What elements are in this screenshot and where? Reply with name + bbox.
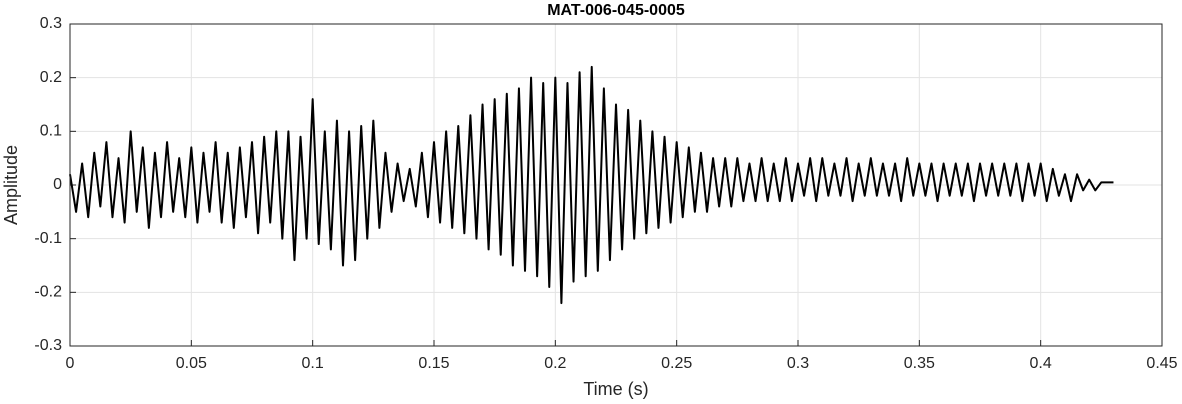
signal-line <box>69 65 1114 305</box>
x-tick-label: 0.1 <box>302 355 324 372</box>
x-tick-label: 0.4 <box>1030 355 1052 372</box>
y-tick-label: -0.3 <box>34 337 62 354</box>
y-axis-label: Amplitude <box>1 145 21 225</box>
x-tick-label: 0.05 <box>176 355 207 372</box>
y-tick-label: 0.1 <box>40 123 62 140</box>
x-tick-label: 0.45 <box>1146 355 1177 372</box>
axes-box <box>69 23 1163 347</box>
x-axis-label: Time (s) <box>583 379 648 399</box>
y-tick-label: 0.3 <box>40 15 62 32</box>
x-tick-label: 0 <box>66 355 75 372</box>
y-tick-label: -0.2 <box>34 284 62 301</box>
chart-title: MAT-006-045-0005 <box>547 2 685 19</box>
x-tick-label: 0.2 <box>544 355 566 372</box>
x-tick-label: 0.3 <box>787 355 809 372</box>
y-tick-label: 0.2 <box>40 69 62 86</box>
x-tick-label: 0.35 <box>904 355 935 372</box>
x-tick-label: 0.25 <box>661 355 692 372</box>
x-tick-label: 0.15 <box>418 355 449 372</box>
y-tick-label: -0.1 <box>34 230 62 247</box>
y-tick-label: 0 <box>53 176 62 193</box>
